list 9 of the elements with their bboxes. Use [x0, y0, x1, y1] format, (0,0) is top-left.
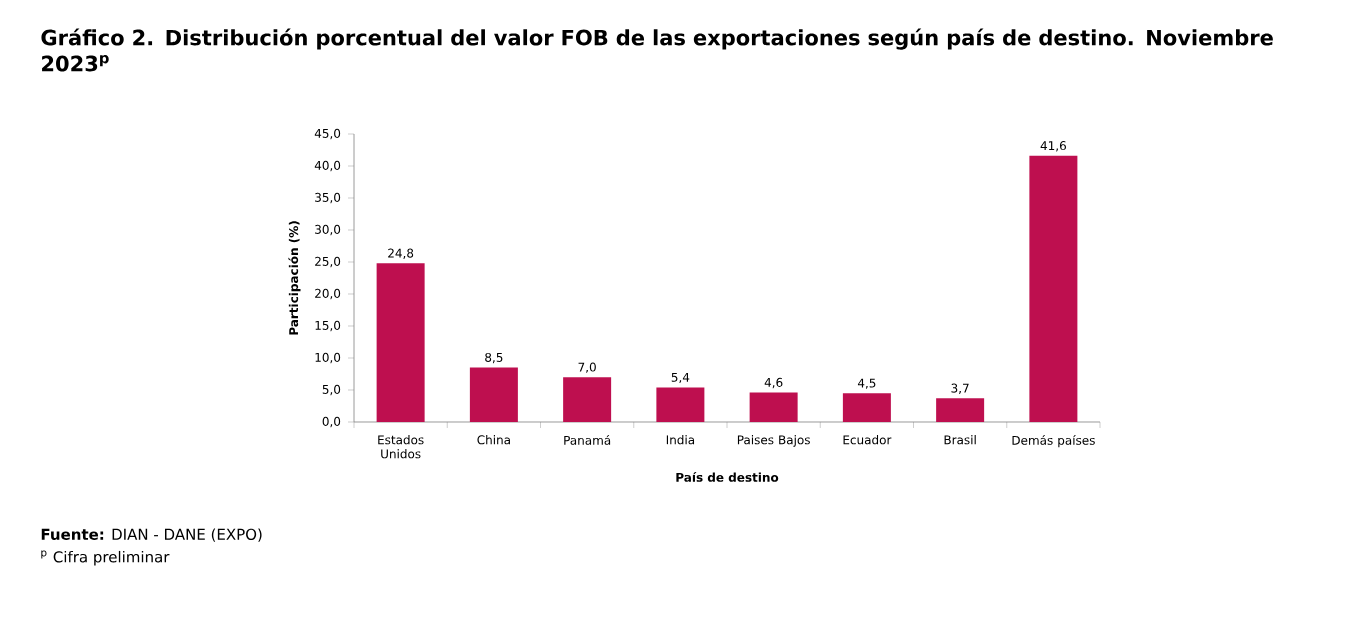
bar: [1029, 155, 1078, 422]
bar: [656, 387, 705, 422]
bar: [749, 392, 798, 422]
bar: [936, 398, 985, 422]
bar: [376, 263, 425, 422]
bar: [563, 377, 612, 422]
bar: [842, 393, 891, 422]
bar: [469, 367, 518, 422]
chart-title: Gráfico 2. Distribución porcentual del valor FOB de las exportaciones según país de destino. Noviembre 2023$^{p}$: [41, 28, 1273, 72]
